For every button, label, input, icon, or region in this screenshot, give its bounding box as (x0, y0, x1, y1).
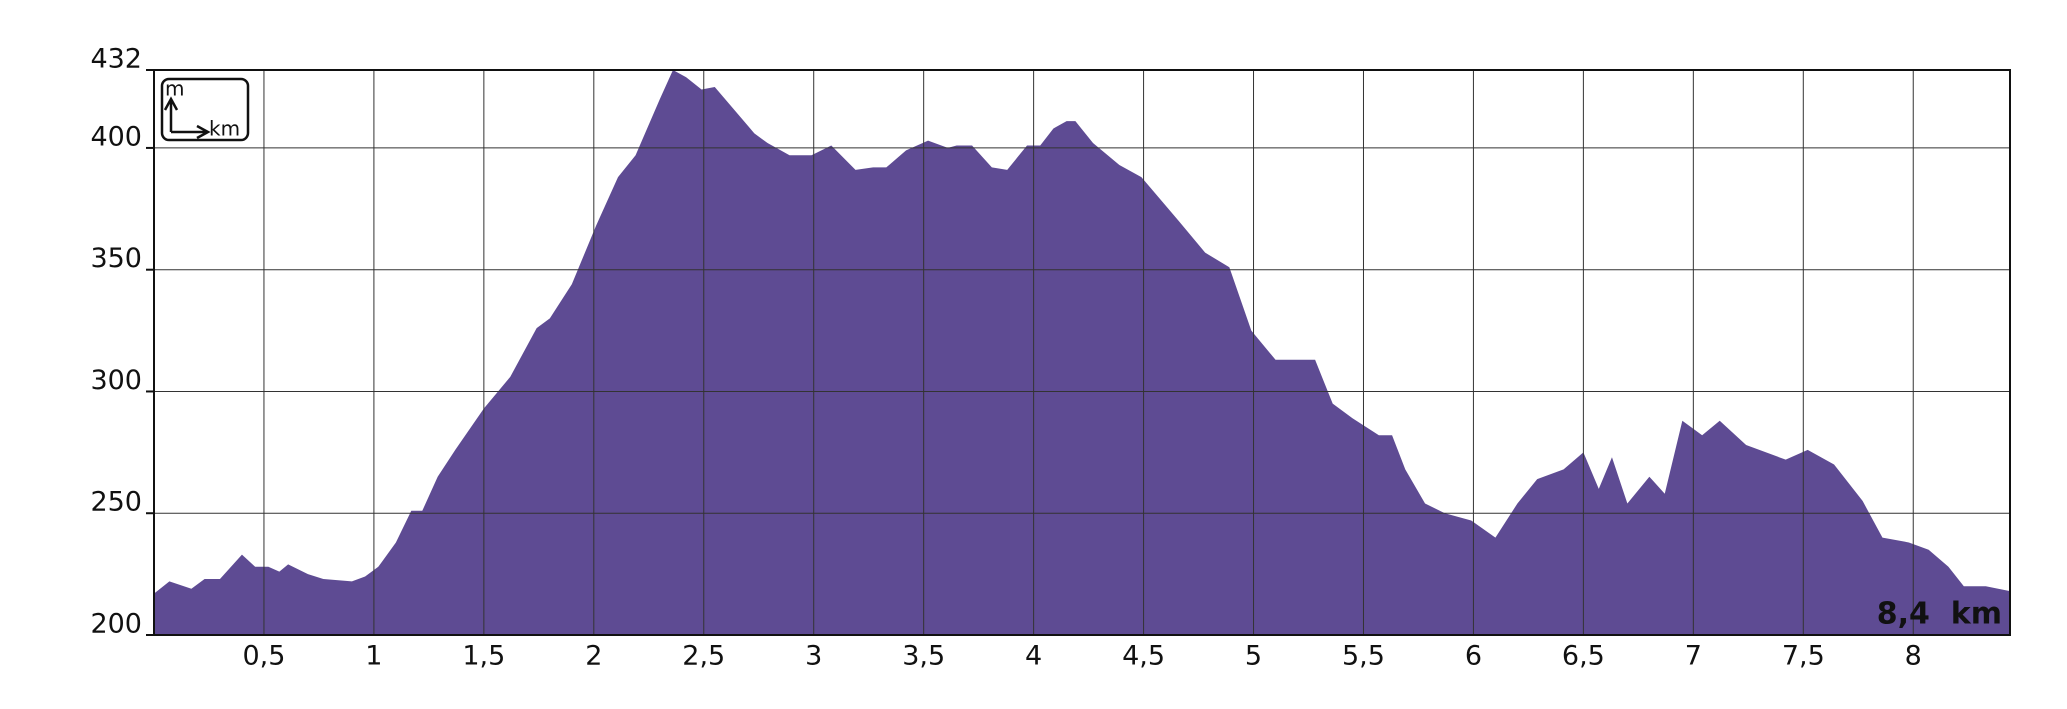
x-tick-label: 6 (1465, 641, 1482, 672)
x-tick-label: 2 (585, 641, 602, 672)
y-tick-label: 250 (90, 487, 142, 518)
y-tick-label: 400 (90, 121, 142, 152)
x-tick-label: 3,5 (902, 641, 945, 672)
total-distance: 8,4 km (1877, 597, 2002, 632)
axis-legend: m km (160, 77, 250, 142)
x-tick-label: 5,5 (1342, 641, 1385, 672)
x-tick-label: 7,5 (1782, 641, 1825, 672)
x-tick-label: 6,5 (1562, 641, 1605, 672)
plot-frame (153, 69, 2011, 636)
elevation-area (154, 70, 2010, 635)
legend-box (160, 77, 250, 142)
x-tick-label: 0,5 (242, 641, 285, 672)
x-tick-label: 8 (1905, 641, 1922, 672)
x-tick-label: 1 (365, 641, 382, 672)
y-tick-label: 300 (90, 365, 142, 396)
legend-arrows (163, 96, 211, 140)
x-tick-label: 7 (1685, 641, 1702, 672)
x-tick-label: 4,5 (1122, 641, 1165, 672)
x-tick-label: 4 (1025, 641, 1042, 672)
x-tick-label: 1,5 (462, 641, 505, 672)
legend-x-unit: km (209, 117, 240, 141)
y-tick-label: 432 (90, 44, 142, 75)
x-tick-label: 5 (1245, 641, 1262, 672)
y-tick-label: 350 (90, 243, 142, 274)
y-tick-label: 200 (90, 609, 142, 640)
legend-y-unit: m (165, 77, 184, 101)
x-tick-label: 2,5 (682, 641, 725, 672)
x-tick-label: 3 (805, 641, 822, 672)
